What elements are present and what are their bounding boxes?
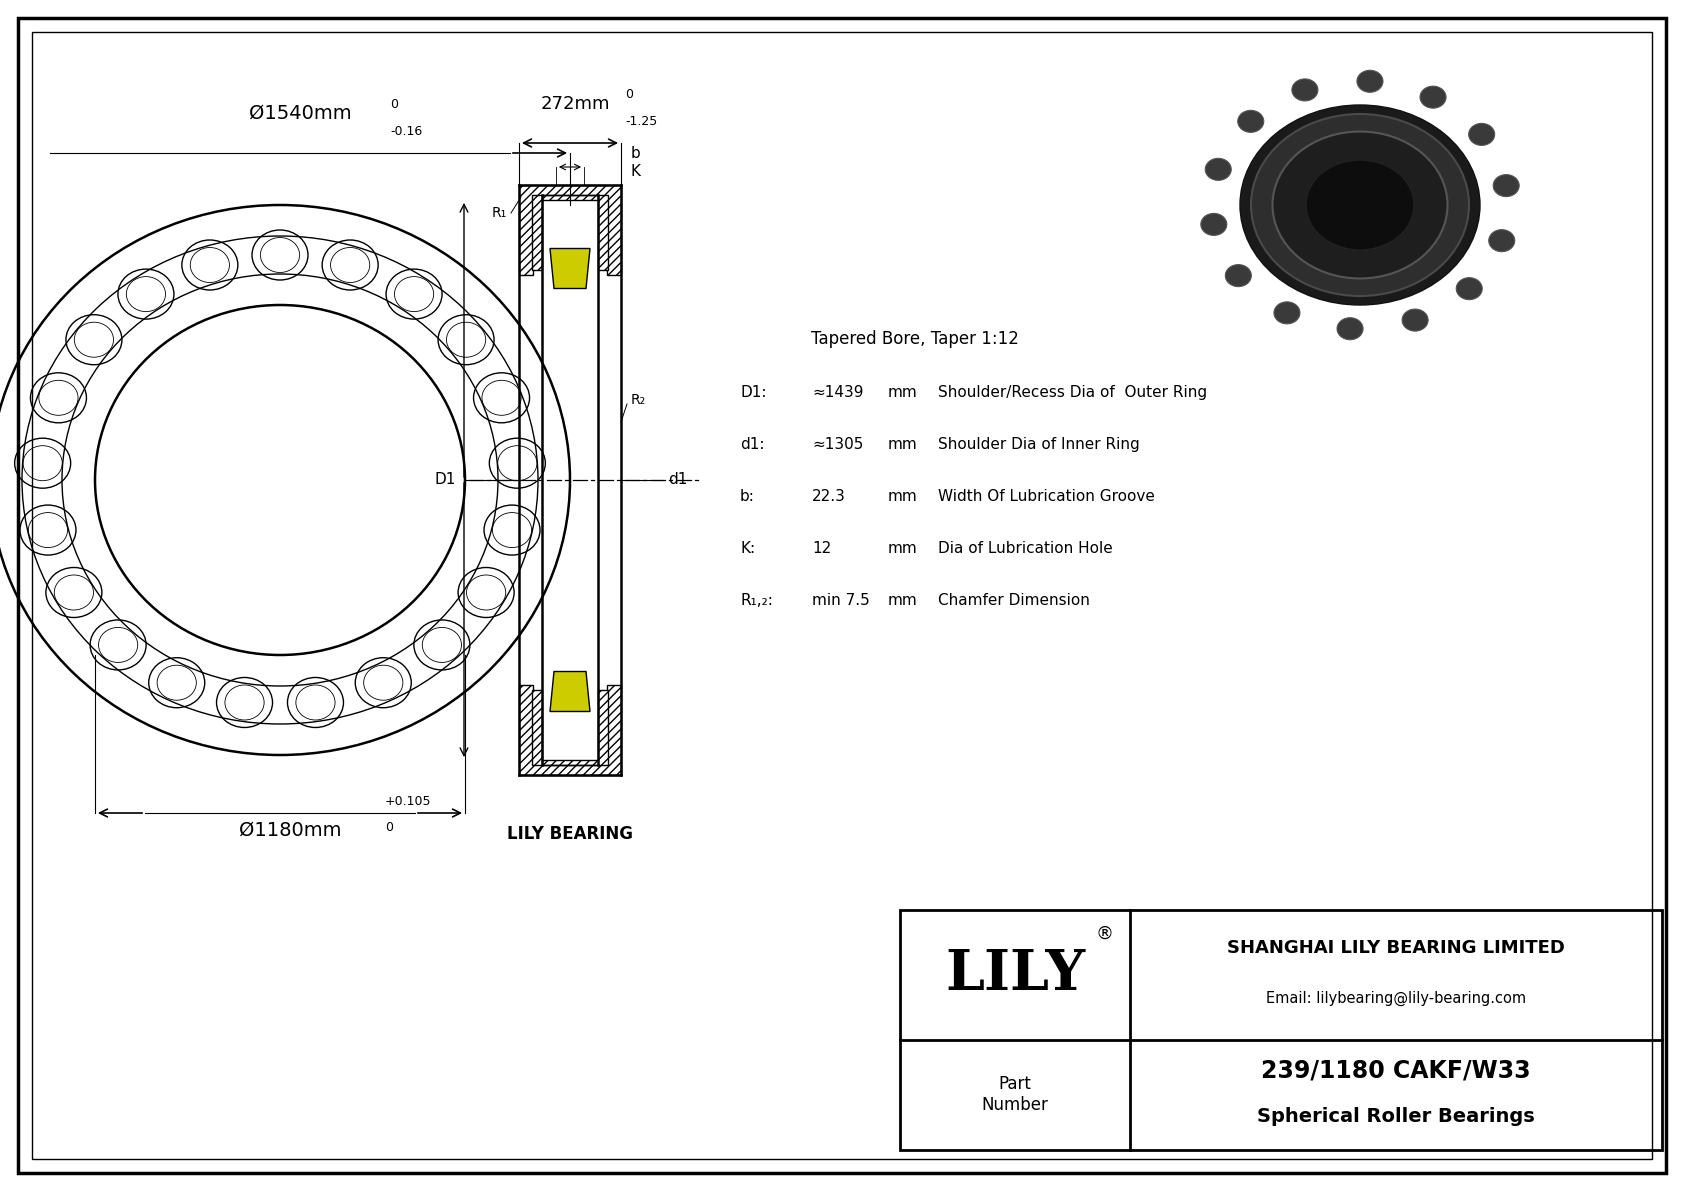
Text: Part
Number: Part Number (982, 1075, 1049, 1115)
Text: K: K (632, 163, 642, 179)
Text: Email: lilybearing@lily-bearing.com: Email: lilybearing@lily-bearing.com (1266, 991, 1526, 1006)
Text: 272mm: 272mm (541, 95, 610, 113)
Text: K:: K: (739, 541, 754, 556)
Ellipse shape (1292, 79, 1319, 101)
Ellipse shape (1489, 230, 1514, 251)
Polygon shape (519, 685, 621, 775)
Text: 0: 0 (386, 821, 392, 834)
Text: Dia of Lubrication Hole: Dia of Lubrication Hole (938, 541, 1113, 556)
Ellipse shape (1403, 310, 1428, 331)
Text: D1: D1 (434, 473, 456, 487)
Ellipse shape (1206, 158, 1231, 180)
Text: mm: mm (887, 593, 918, 607)
Ellipse shape (1238, 111, 1263, 132)
Text: LILY BEARING: LILY BEARING (507, 825, 633, 843)
Text: Chamfer Dimension: Chamfer Dimension (938, 593, 1090, 607)
Text: R₁,₂:: R₁,₂: (739, 593, 773, 607)
Text: +0.105: +0.105 (386, 796, 431, 807)
Text: 12: 12 (812, 541, 832, 556)
Ellipse shape (1337, 318, 1362, 339)
Text: b:: b: (739, 490, 754, 504)
Polygon shape (519, 185, 621, 275)
Text: Spherical Roller Bearings: Spherical Roller Bearings (1258, 1108, 1534, 1127)
Text: SHANGHAI LILY BEARING LIMITED: SHANGHAI LILY BEARING LIMITED (1228, 940, 1564, 958)
Text: 0: 0 (391, 98, 397, 111)
Text: Ø1540mm: Ø1540mm (249, 104, 352, 123)
Text: b: b (632, 145, 640, 161)
Ellipse shape (1457, 278, 1482, 300)
Text: d1: d1 (669, 473, 687, 487)
Text: -1.25: -1.25 (625, 116, 657, 127)
Ellipse shape (1275, 301, 1300, 324)
Ellipse shape (1273, 131, 1448, 279)
Text: 239/1180 CAKF/W33: 239/1180 CAKF/W33 (1261, 1059, 1531, 1083)
Polygon shape (551, 249, 589, 288)
Bar (899, 910, 1662, 1151)
Text: LILY: LILY (945, 947, 1084, 1003)
Text: 22.3: 22.3 (812, 490, 845, 504)
Polygon shape (532, 195, 608, 270)
Polygon shape (532, 690, 608, 765)
Ellipse shape (1226, 264, 1251, 287)
Text: Tapered Bore, Taper 1:12: Tapered Bore, Taper 1:12 (812, 330, 1019, 348)
Text: d1:: d1: (739, 437, 765, 453)
Text: R₂: R₂ (632, 393, 647, 407)
Ellipse shape (1357, 70, 1383, 92)
Text: R₁: R₁ (492, 206, 507, 220)
Text: Shoulder Dia of Inner Ring: Shoulder Dia of Inner Ring (938, 437, 1140, 453)
Ellipse shape (1307, 160, 1415, 250)
Text: 0: 0 (625, 88, 633, 101)
Text: Ø1180mm: Ø1180mm (239, 821, 342, 840)
Text: Width Of Lubrication Groove: Width Of Lubrication Groove (938, 490, 1155, 504)
Text: ≈1305: ≈1305 (812, 437, 864, 453)
Ellipse shape (1494, 175, 1519, 197)
Ellipse shape (1251, 114, 1468, 297)
Text: mm: mm (887, 437, 918, 453)
Text: -0.16: -0.16 (391, 125, 423, 138)
Text: ®: ® (1095, 925, 1113, 943)
Text: mm: mm (887, 385, 918, 400)
Ellipse shape (1201, 213, 1228, 236)
Text: Shoulder/Recess Dia of  Outer Ring: Shoulder/Recess Dia of Outer Ring (938, 385, 1207, 400)
Text: D1:: D1: (739, 385, 766, 400)
Text: mm: mm (887, 541, 918, 556)
Ellipse shape (1239, 105, 1480, 305)
Ellipse shape (1420, 86, 1447, 108)
Polygon shape (551, 672, 589, 711)
Text: mm: mm (887, 490, 918, 504)
Text: ≈1439: ≈1439 (812, 385, 864, 400)
Ellipse shape (1468, 124, 1495, 145)
Text: min 7.5: min 7.5 (812, 593, 869, 607)
